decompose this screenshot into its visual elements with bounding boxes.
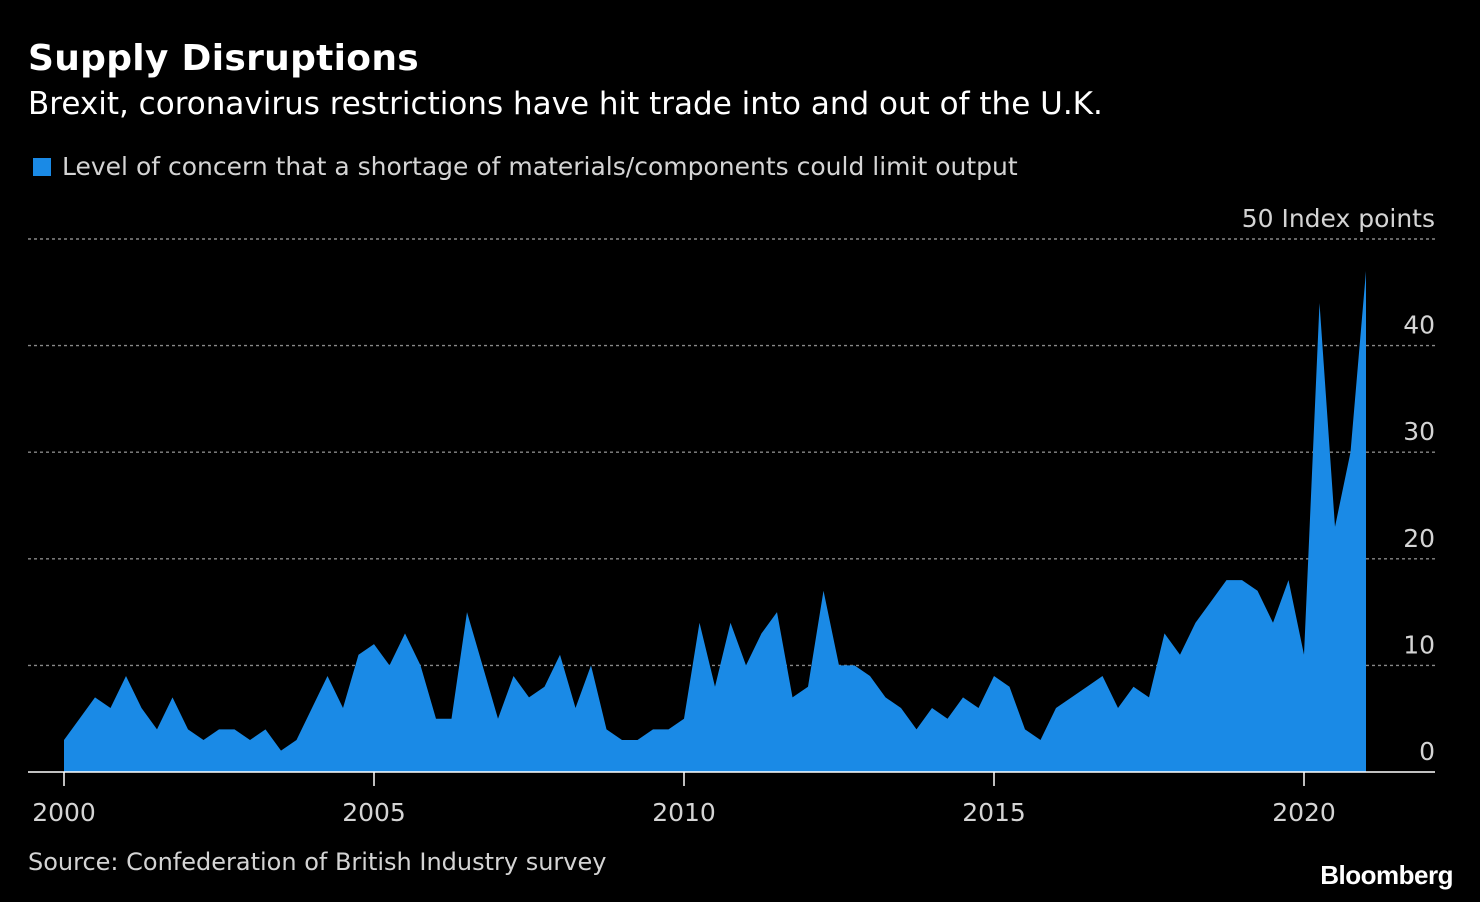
source-note: Source: Confederation of British Industr… xyxy=(28,848,607,876)
y-tick-label-50: 50 Index points xyxy=(1242,204,1435,233)
y-tick-label-30: 30 xyxy=(1403,417,1435,446)
y-tick-label-10: 10 xyxy=(1403,630,1435,659)
bloomberg-logo: Bloomberg xyxy=(1320,860,1453,890)
x-tick-label-2015: 2015 xyxy=(962,798,1026,827)
x-tick-label-2010: 2010 xyxy=(652,798,716,827)
x-tick-label-2020: 2020 xyxy=(1272,798,1336,827)
x-tick-label-2000: 2000 xyxy=(32,798,96,827)
legend-label: Level of concern that a shortage of mate… xyxy=(62,152,1018,181)
legend: Level of concern that a shortage of mate… xyxy=(33,152,1018,181)
y-tick-label-20: 20 xyxy=(1403,524,1435,553)
chart-title: Supply Disruptions xyxy=(28,38,419,79)
legend-swatch xyxy=(33,157,51,176)
x-tick-label-2005: 2005 xyxy=(342,798,406,827)
y-tick-label-40: 40 xyxy=(1403,311,1435,340)
y-tick-label-0: 0 xyxy=(1419,737,1435,766)
series-area xyxy=(64,270,1366,772)
chart-subtitle: Brexit, coronavirus restrictions have hi… xyxy=(28,86,1103,122)
